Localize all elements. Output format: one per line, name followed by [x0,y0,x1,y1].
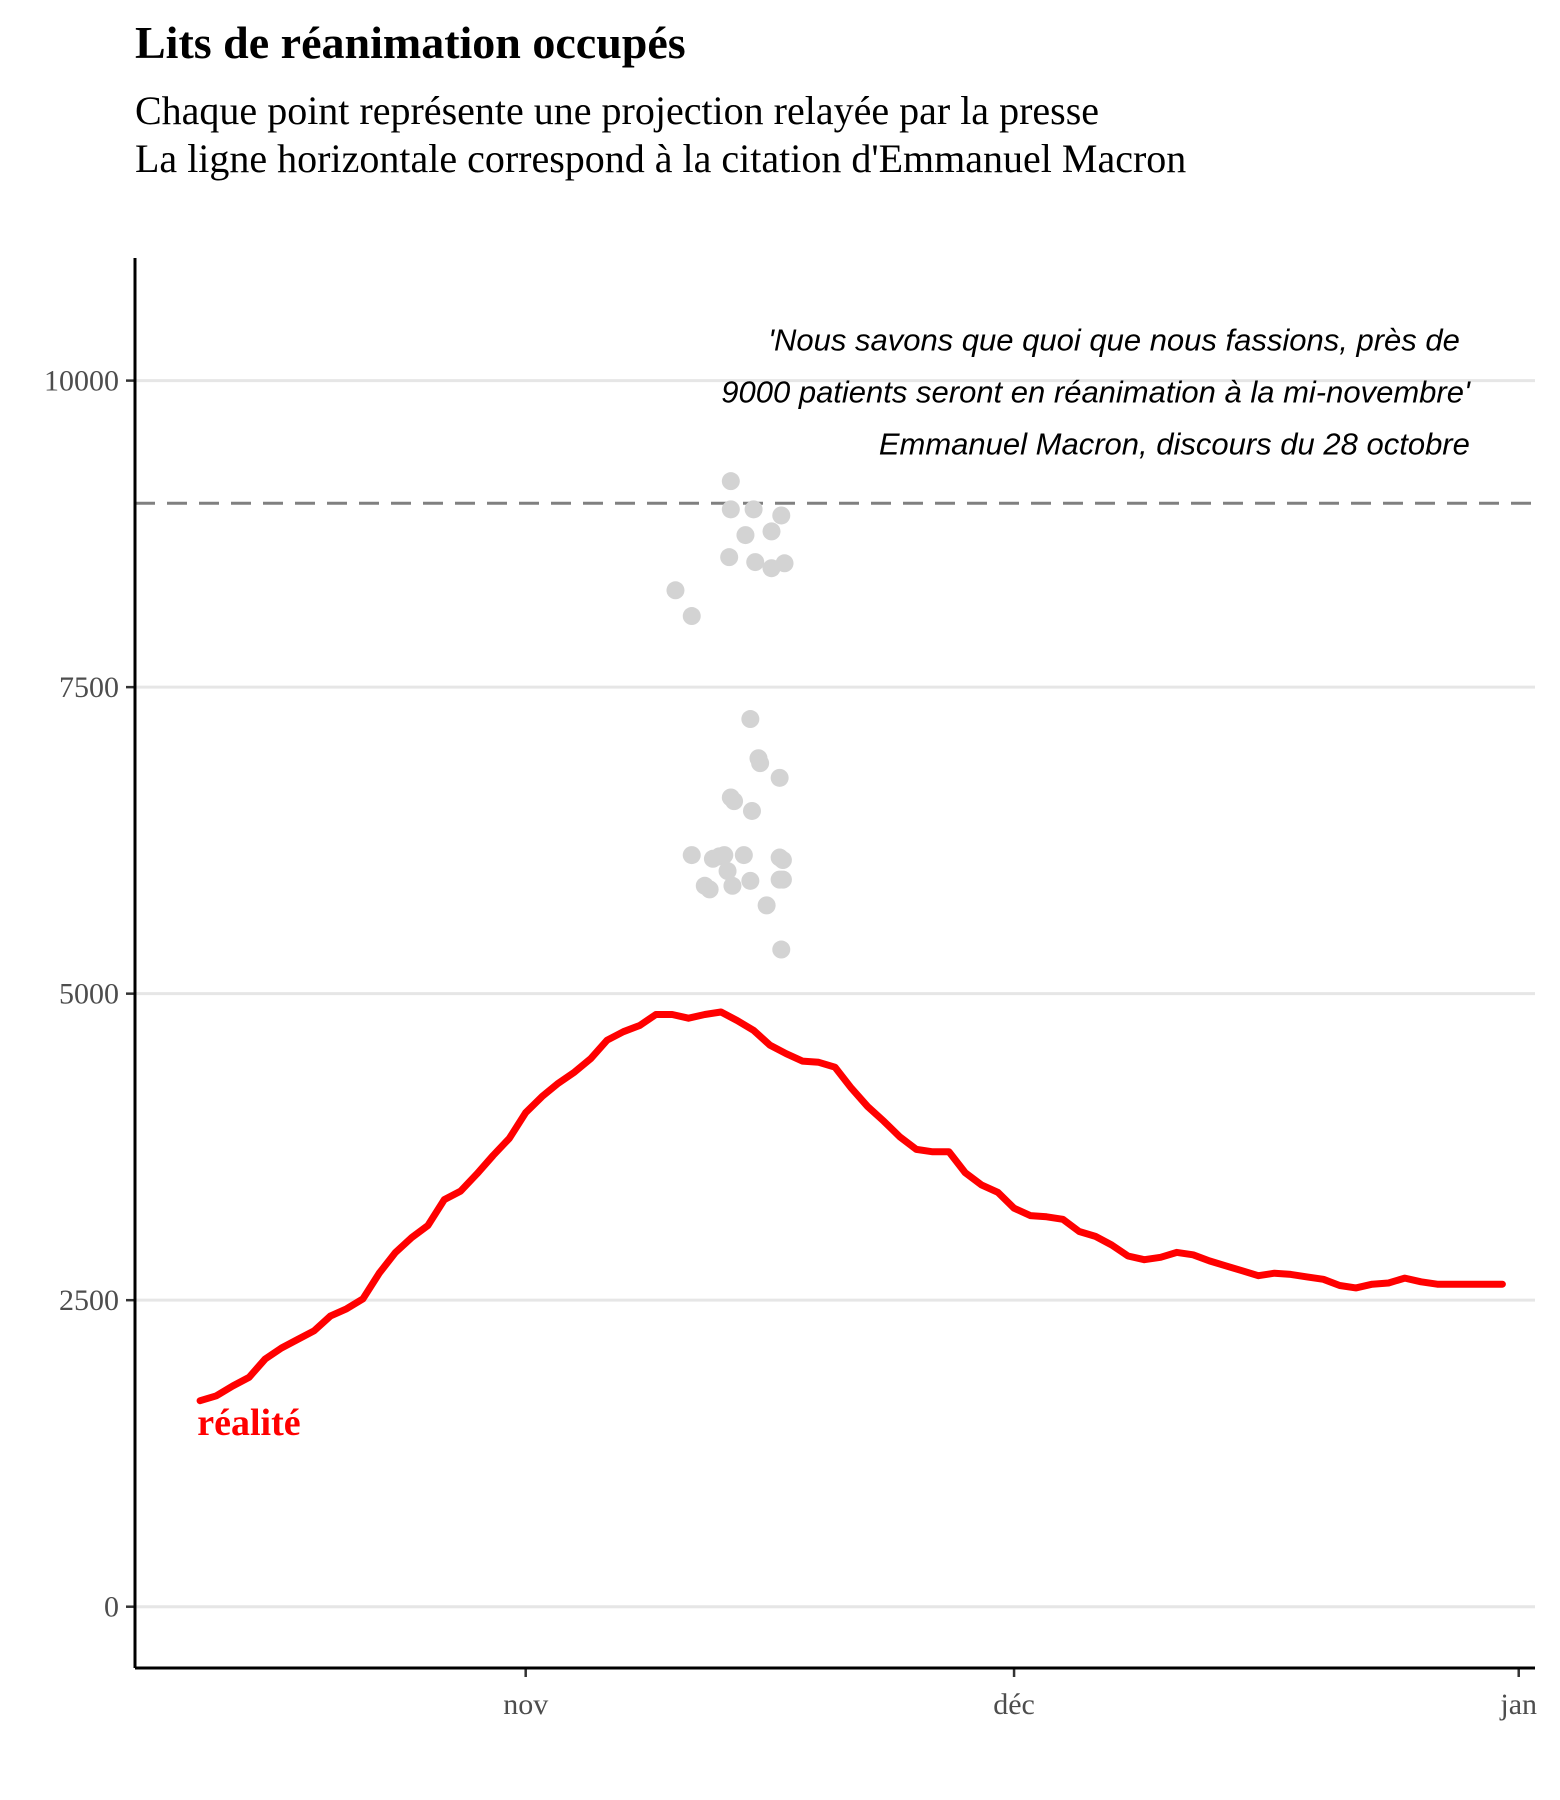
reality-series-label: réalité [197,1402,300,1444]
projection-point [772,506,791,525]
projection-point [741,710,760,729]
projection-point [721,472,740,491]
projection-point [744,500,763,519]
projection-point [715,846,734,865]
projection-point [723,876,742,895]
projection-point [721,500,740,519]
x-tick-label-déc: déc [993,1688,1035,1721]
projection-point [700,880,719,899]
chart-subtitle-line-2: La ligne horizontale correspond à la cit… [135,136,1186,181]
y-tick-label-7500: 7500 [59,671,119,704]
annotation-line-2: 9000 patients seront en réanimation à la… [721,375,1471,410]
projection-point [770,848,789,867]
y-tick-label-0: 0 [104,1591,119,1624]
quote-annotation: 'Nous savons que quoi que nous fassions,… [721,323,1471,462]
projection-point [770,768,789,787]
x-axis-ticks: nov déc jan [503,1668,1537,1721]
projection-point [746,553,765,572]
chart-subtitle-line-1: Chaque point représente une projection r… [135,88,1099,133]
projection-point [718,862,737,881]
projection-point [682,846,701,865]
annotation-line-1: 'Nous savons que quoi que nous fassions,… [768,323,1460,358]
projection-point [772,940,791,959]
reality-series-line [196,1008,1506,1405]
x-tick-label-nov: nov [503,1688,548,1721]
y-tick-label-2500: 2500 [59,1284,119,1317]
projection-point [734,846,753,865]
y-tick-label-10000: 10000 [44,365,119,398]
projection-point [720,548,739,567]
projection-point [741,871,760,890]
projection-point [682,607,701,626]
projection-point [757,896,776,915]
chart-title: Lits de réanimation occupés [135,17,686,68]
projection-points [666,472,794,959]
annotation-line-3: Emmanuel Macron, discours du 28 octobre [879,427,1470,462]
projection-point [736,526,755,545]
projection-point [775,554,794,573]
projection-point [666,581,685,600]
x-tick-label-jan: jan [1499,1688,1537,1721]
projection-point [762,522,781,541]
y-tick-label-5000: 5000 [59,978,119,1011]
y-axis-ticks: 0 2500 5000 7500 10000 [44,365,135,1624]
projection-point [773,870,792,889]
projection-point [721,788,740,807]
projection-point [742,801,761,820]
gridlines [135,379,1535,1609]
projection-point [751,754,770,773]
